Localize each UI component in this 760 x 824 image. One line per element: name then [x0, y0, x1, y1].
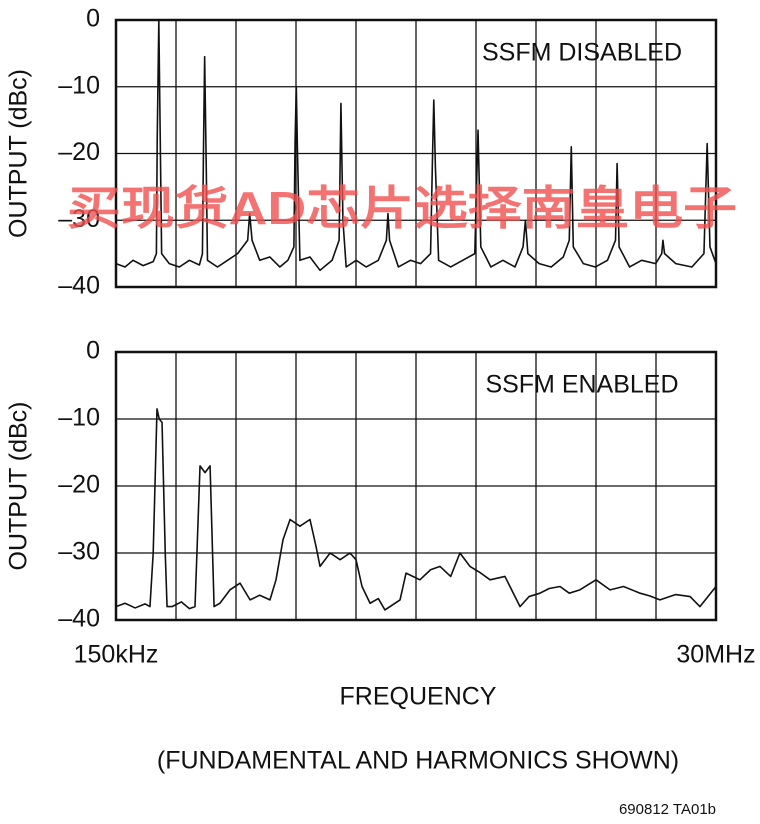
plot-frame	[114, 350, 718, 622]
y-tick-label: 0	[86, 5, 100, 33]
spectrum-trace	[115, 19, 717, 272]
annotation: SSFM DISABLED	[482, 39, 682, 67]
y-tick-label: –20	[58, 471, 100, 499]
y-tick-label: 0	[86, 337, 100, 365]
y-tick-label: –30	[58, 205, 100, 233]
watermark: 买现货AD芯片选择南皇电子	[67, 182, 737, 234]
x-tick-label: 150kHz	[74, 641, 159, 669]
y-axis-label: OUTPUT (dBc)	[5, 402, 33, 571]
y-tick-label: –10	[58, 71, 100, 99]
y-tick-label: –10	[58, 404, 100, 432]
caption: (FUNDAMENTAL AND HARMONICS SHOWN)	[157, 747, 679, 775]
y-tick-label: –30	[58, 538, 100, 566]
y-tick-label: –40	[58, 272, 100, 300]
y-tick-label: –20	[58, 138, 100, 166]
x-axis-label: FREQUENCY	[340, 683, 497, 711]
spectrum-trace	[115, 408, 717, 611]
y-tick-label: –40	[58, 605, 100, 633]
plot-frame	[114, 18, 718, 289]
x-tick-label: 30MHz	[676, 641, 755, 669]
figure-id: 690812 TA01b	[619, 801, 716, 818]
annotation: SSFM ENABLED	[485, 371, 678, 399]
y-axis-label: OUTPUT (dBc)	[5, 69, 33, 238]
